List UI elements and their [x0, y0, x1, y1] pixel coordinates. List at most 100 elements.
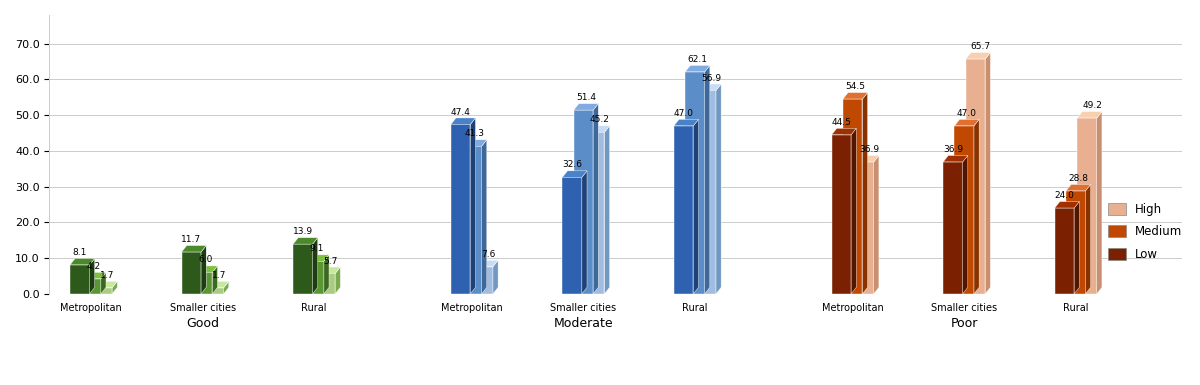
- Polygon shape: [293, 244, 312, 294]
- Polygon shape: [1078, 118, 1097, 294]
- Polygon shape: [966, 59, 985, 294]
- Text: 5.7: 5.7: [323, 256, 337, 266]
- Polygon shape: [832, 135, 851, 294]
- Polygon shape: [1097, 112, 1102, 294]
- Polygon shape: [293, 238, 318, 244]
- Polygon shape: [181, 252, 202, 294]
- Polygon shape: [181, 246, 206, 252]
- Polygon shape: [70, 258, 95, 265]
- Polygon shape: [305, 261, 324, 294]
- Text: 44.5: 44.5: [832, 118, 851, 127]
- Polygon shape: [1078, 112, 1102, 118]
- Polygon shape: [854, 156, 878, 162]
- Polygon shape: [832, 128, 857, 135]
- Polygon shape: [193, 272, 212, 294]
- Polygon shape: [212, 266, 217, 294]
- Polygon shape: [863, 92, 868, 294]
- Polygon shape: [193, 266, 217, 272]
- Text: 1.7: 1.7: [101, 271, 115, 280]
- Text: Metropolitan: Metropolitan: [442, 303, 503, 313]
- Text: 49.2: 49.2: [1082, 101, 1102, 110]
- Polygon shape: [584, 132, 605, 294]
- Polygon shape: [462, 146, 481, 294]
- Text: Metropolitan: Metropolitan: [60, 303, 122, 313]
- Polygon shape: [223, 281, 229, 294]
- Polygon shape: [1055, 202, 1079, 208]
- Polygon shape: [305, 255, 329, 261]
- Polygon shape: [112, 281, 118, 294]
- Polygon shape: [943, 156, 968, 162]
- Polygon shape: [1086, 184, 1091, 294]
- Text: Moderate: Moderate: [553, 317, 613, 330]
- Polygon shape: [716, 84, 721, 294]
- Polygon shape: [1066, 191, 1086, 294]
- Text: Metropolitan: Metropolitan: [822, 303, 883, 313]
- Polygon shape: [82, 279, 101, 294]
- Text: Rural: Rural: [682, 303, 708, 313]
- Text: Good: Good: [186, 317, 220, 330]
- Text: 45.2: 45.2: [590, 116, 610, 124]
- Polygon shape: [674, 126, 694, 294]
- Text: 36.9: 36.9: [859, 145, 880, 154]
- Text: 4.2: 4.2: [86, 262, 101, 271]
- Polygon shape: [966, 52, 990, 59]
- Polygon shape: [451, 124, 470, 294]
- Polygon shape: [451, 118, 475, 124]
- Polygon shape: [842, 92, 868, 99]
- Polygon shape: [694, 119, 698, 294]
- Polygon shape: [481, 140, 487, 294]
- Polygon shape: [92, 288, 112, 294]
- Text: 47.4: 47.4: [451, 107, 470, 117]
- Polygon shape: [874, 156, 878, 294]
- Polygon shape: [470, 118, 475, 294]
- Polygon shape: [574, 104, 599, 110]
- Polygon shape: [854, 162, 874, 294]
- Text: Smaller cities: Smaller cities: [551, 303, 617, 313]
- Legend: High, Medium, Low: High, Medium, Low: [1103, 198, 1187, 266]
- Polygon shape: [985, 52, 990, 294]
- Text: 62.1: 62.1: [688, 55, 708, 64]
- Polygon shape: [493, 260, 498, 294]
- Polygon shape: [605, 126, 610, 294]
- Polygon shape: [90, 258, 95, 294]
- Polygon shape: [943, 162, 962, 294]
- Polygon shape: [462, 140, 487, 146]
- Polygon shape: [696, 90, 716, 294]
- Text: 11.7: 11.7: [181, 235, 202, 244]
- Polygon shape: [696, 84, 721, 90]
- Text: Smaller cities: Smaller cities: [931, 303, 997, 313]
- Polygon shape: [954, 126, 974, 294]
- Polygon shape: [685, 72, 704, 294]
- Polygon shape: [574, 110, 593, 294]
- Text: 28.8: 28.8: [1068, 174, 1088, 183]
- Text: Rural: Rural: [301, 303, 326, 313]
- Text: 36.9: 36.9: [943, 145, 962, 154]
- Polygon shape: [954, 119, 979, 126]
- Text: 65.7: 65.7: [971, 42, 991, 51]
- Polygon shape: [563, 177, 582, 294]
- Polygon shape: [593, 104, 599, 294]
- Polygon shape: [324, 255, 329, 294]
- Polygon shape: [582, 171, 587, 294]
- Polygon shape: [962, 156, 968, 294]
- Polygon shape: [704, 65, 710, 294]
- Polygon shape: [474, 267, 493, 294]
- Text: Poor: Poor: [950, 317, 978, 330]
- Polygon shape: [563, 171, 587, 177]
- Polygon shape: [204, 281, 229, 288]
- Text: 6.0: 6.0: [198, 256, 212, 264]
- Polygon shape: [204, 288, 223, 294]
- Polygon shape: [851, 128, 857, 294]
- Text: 32.6: 32.6: [562, 161, 582, 169]
- Polygon shape: [685, 65, 710, 72]
- Polygon shape: [1074, 202, 1079, 294]
- Text: 7.6: 7.6: [481, 250, 496, 259]
- Polygon shape: [974, 119, 979, 294]
- Polygon shape: [82, 272, 106, 279]
- Polygon shape: [335, 267, 341, 294]
- Text: 9.1: 9.1: [310, 244, 324, 253]
- Text: 56.9: 56.9: [701, 74, 721, 82]
- Polygon shape: [316, 273, 335, 294]
- Polygon shape: [1055, 208, 1074, 294]
- Text: 47.0: 47.0: [956, 109, 977, 118]
